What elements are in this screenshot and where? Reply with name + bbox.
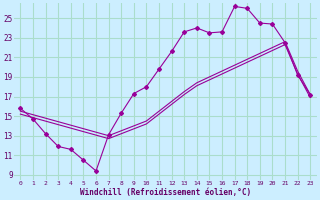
X-axis label: Windchill (Refroidissement éolien,°C): Windchill (Refroidissement éolien,°C) bbox=[80, 188, 251, 197]
